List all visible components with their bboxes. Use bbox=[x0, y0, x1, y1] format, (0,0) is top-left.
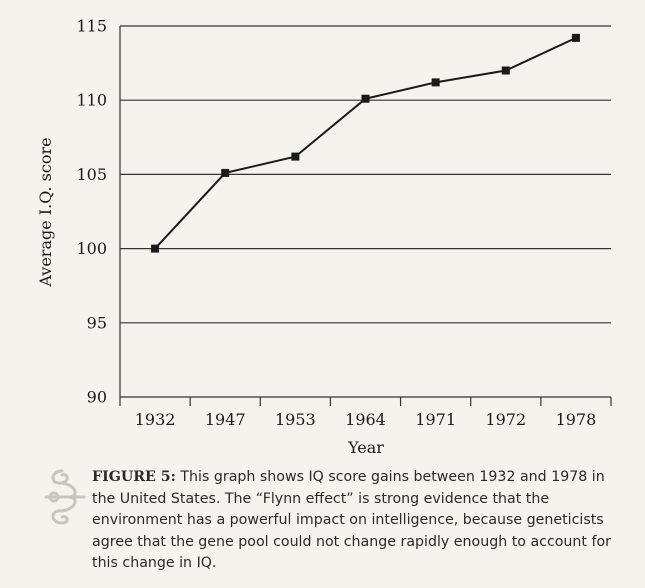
y-tick-label: 115 bbox=[76, 17, 107, 36]
x-tick-label: 1947 bbox=[205, 410, 246, 429]
axes bbox=[119, 26, 612, 406]
data-point bbox=[221, 168, 230, 177]
data-point bbox=[361, 94, 370, 103]
data-point bbox=[291, 152, 300, 161]
figure-caption: FIGURE 5: This graph shows IQ score gain… bbox=[92, 467, 632, 575]
y-tick-label: 90 bbox=[87, 388, 107, 407]
y-tick-labels: 90 95 100 105 110 115 bbox=[76, 17, 107, 407]
x-tick-label: 1953 bbox=[275, 410, 316, 429]
x-tick-label: 1971 bbox=[415, 410, 456, 429]
x-tick-labels: 1932 1947 1953 1964 1971 1972 1978 bbox=[135, 410, 597, 429]
ornament-icon bbox=[44, 469, 86, 525]
x-axis-label: Year bbox=[347, 438, 384, 457]
x-tick-label: 1964 bbox=[345, 410, 386, 429]
y-axis-label: Average I.Q. score bbox=[36, 137, 55, 287]
data-point bbox=[571, 33, 580, 42]
data-point bbox=[431, 78, 440, 87]
x-tick-label: 1972 bbox=[485, 410, 526, 429]
series-line bbox=[154, 36, 577, 250]
x-tick-label: 1932 bbox=[135, 410, 176, 429]
y-tick-label: 95 bbox=[87, 313, 107, 332]
grid-lines bbox=[120, 25, 611, 324]
line-chart: 90 95 100 105 110 115 1932 1947 1953 1964 1971 197… bbox=[36, 17, 612, 457]
data-point bbox=[501, 66, 510, 75]
caption-label: FIGURE 5: bbox=[92, 469, 176, 485]
x-tick-label: 1978 bbox=[556, 410, 597, 429]
y-tick-label: 100 bbox=[76, 239, 107, 258]
data-series bbox=[151, 33, 580, 253]
y-tick-label: 105 bbox=[76, 165, 107, 184]
caption-text: This graph shows IQ score gains between … bbox=[92, 469, 612, 571]
y-tick-label: 110 bbox=[76, 91, 107, 110]
data-point bbox=[151, 244, 160, 253]
